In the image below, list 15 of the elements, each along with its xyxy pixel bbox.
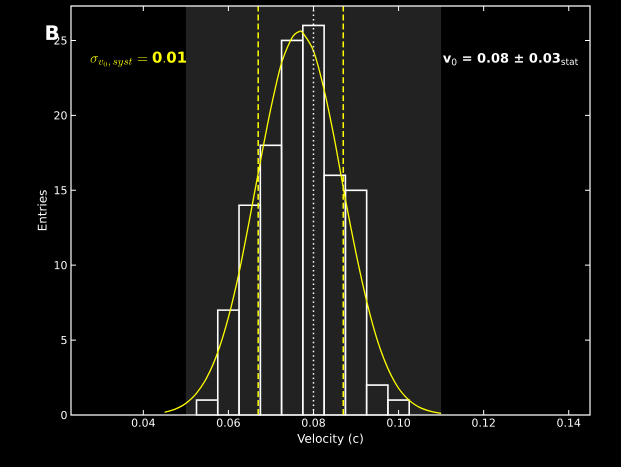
- x-tick-label: 0.04: [132, 418, 155, 427]
- x-axis-title: Velocity (c): [297, 434, 363, 446]
- y-tick-label: 20: [54, 111, 67, 120]
- x-tick-label: 0.12: [472, 418, 495, 427]
- y-tick-label: 0: [61, 410, 67, 420]
- y-tick-label: 5: [61, 336, 67, 344]
- x-tick-label: 0.06: [216, 418, 240, 427]
- x-tick-label: 0.14: [557, 418, 580, 427]
- annotation: v$_{0}$ = 0.08 ± 0.03$_{stat}$: [443, 52, 578, 66]
- x-tick-label: 0.08: [302, 418, 325, 427]
- y-axis-title: Entries: [37, 190, 47, 230]
- y-tick-label: 15: [54, 186, 67, 194]
- x-tick-label: 0.10: [387, 418, 410, 427]
- y-tick-label: 10: [54, 261, 67, 270]
- annotation: $\sigma_{v_0,\,syst} = \mathbf{0.01}$: [90, 51, 186, 67]
